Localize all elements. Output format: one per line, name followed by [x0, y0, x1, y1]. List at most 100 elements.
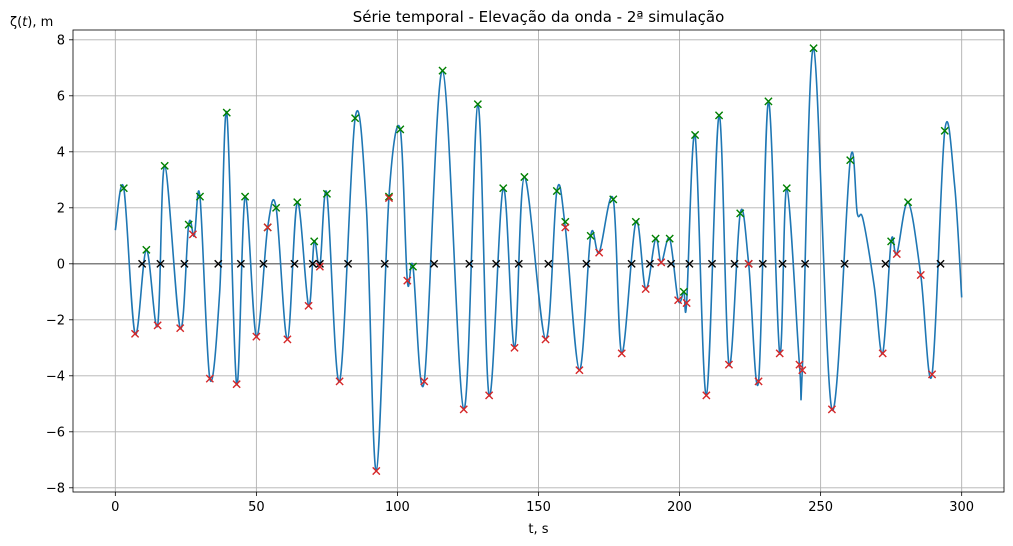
minimum-marker: [641, 284, 650, 294]
minimum-marker: [798, 366, 807, 375]
zero-crossing-marker: [758, 259, 767, 268]
maximum-marker: [408, 262, 418, 271]
zero-crossing-marker: [236, 259, 245, 268]
zero-crossing-marker: [801, 259, 810, 268]
y-axis-label-suffix: ), m: [27, 15, 53, 30]
minimum-marker: [827, 405, 837, 414]
zero-crossing-marker: [544, 259, 553, 268]
maximum-marker: [809, 44, 818, 53]
maximum-marker: [552, 186, 561, 196]
maximum-marker: [714, 111, 724, 120]
x-tick-label: 200: [667, 500, 692, 515]
minimum-marker: [252, 332, 261, 341]
minimum-marker: [927, 370, 937, 379]
minimum-marker: [657, 258, 666, 267]
x-tick-label: 0: [111, 500, 119, 515]
maximum-marker: [782, 184, 791, 193]
minimum-marker: [795, 360, 804, 369]
minimum-marker: [335, 377, 344, 386]
zero-crossing-marker: [138, 259, 147, 268]
zero-crossing-marker: [514, 259, 523, 268]
maximum-marker: [184, 220, 193, 229]
maximum-marker: [396, 125, 405, 134]
y-axis-label: ζ(t), m: [10, 15, 53, 30]
minimum-marker: [420, 377, 429, 386]
y-axis-label-prefix: ζ(: [10, 15, 22, 30]
minimum-marker: [744, 259, 753, 268]
maximum-marker: [222, 108, 231, 117]
minimum-marker: [304, 301, 313, 310]
minimum-marker: [130, 329, 140, 338]
zero-crossing-marker: [315, 259, 324, 268]
y-tick-label: 6: [57, 89, 65, 104]
x-tick-label: 100: [385, 500, 410, 515]
zero-crossing-marker: [492, 259, 501, 268]
maximum-marker: [903, 198, 913, 207]
zero-crossing-marker: [881, 259, 890, 268]
x-tick-label: 300: [949, 500, 974, 515]
y-axis-label-variable: t: [22, 15, 28, 30]
maximum-marker: [499, 184, 508, 193]
minimum-marker: [510, 343, 519, 352]
minimum-marker: [372, 466, 381, 476]
minimum-marker: [617, 349, 626, 358]
maximum-marker: [119, 184, 128, 193]
minimum-marker: [561, 223, 570, 232]
maximum-marker: [651, 234, 660, 243]
minimum-marker: [724, 360, 734, 369]
minimum-marker: [263, 223, 272, 232]
y-tick-label: 0: [57, 257, 65, 272]
minimum-marker: [878, 349, 887, 358]
maximum-marker: [351, 114, 360, 123]
maximum-marker: [195, 192, 205, 201]
zero-crossing-marker: [707, 259, 717, 268]
zero-crossing-marker: [582, 259, 591, 268]
minimum-marker: [205, 374, 214, 383]
maximum-marker: [846, 156, 855, 165]
maximum-marker: [160, 161, 169, 170]
zero-crossing-marker: [465, 259, 474, 268]
minimum-marker: [485, 391, 494, 400]
minimum-marker: [575, 366, 584, 375]
minimum-marker: [674, 296, 683, 305]
maximum-marker: [438, 66, 447, 75]
y-tick-label: 8: [57, 33, 65, 48]
zero-crossing-marker: [290, 259, 299, 268]
zero-crossing-marker: [343, 259, 353, 268]
y-tick-label: −4: [46, 369, 65, 384]
y-tick-label: −2: [46, 313, 65, 328]
maximum-marker: [586, 231, 595, 240]
y-tick-label: −6: [46, 425, 65, 440]
maximum-marker: [473, 100, 482, 109]
y-tick-label: −8: [46, 481, 65, 496]
zero-crossing-marker: [840, 259, 849, 268]
maximum-marker: [293, 198, 302, 207]
zero-crossing-marker: [380, 259, 389, 268]
maximum-marker: [272, 203, 281, 212]
minimum-marker: [176, 324, 185, 333]
zero-crossing-marker: [730, 259, 739, 268]
minimum-marker: [232, 380, 241, 389]
minimum-marker: [775, 349, 784, 358]
zero-crossing-marker: [214, 259, 223, 268]
minimum-marker: [283, 335, 292, 344]
minimum-marker: [153, 321, 162, 330]
minimum-marker: [682, 298, 691, 308]
y-tick-label: 2: [57, 201, 65, 216]
maximum-marker: [940, 126, 949, 135]
grid: [73, 30, 1004, 492]
markers: [119, 44, 949, 476]
zero-crossing-marker: [936, 259, 945, 268]
maximum-marker: [690, 130, 700, 140]
maximum-marker: [310, 237, 319, 246]
minimum-marker: [459, 405, 468, 414]
zero-crossing-marker: [180, 259, 189, 268]
maximum-marker: [887, 237, 896, 246]
minimum-marker: [892, 249, 901, 259]
maximum-marker: [665, 234, 674, 243]
zero-crossing-marker: [259, 259, 268, 268]
x-tick-label: 150: [526, 500, 551, 515]
maximum-marker: [240, 192, 250, 201]
maximum-marker: [736, 209, 745, 218]
